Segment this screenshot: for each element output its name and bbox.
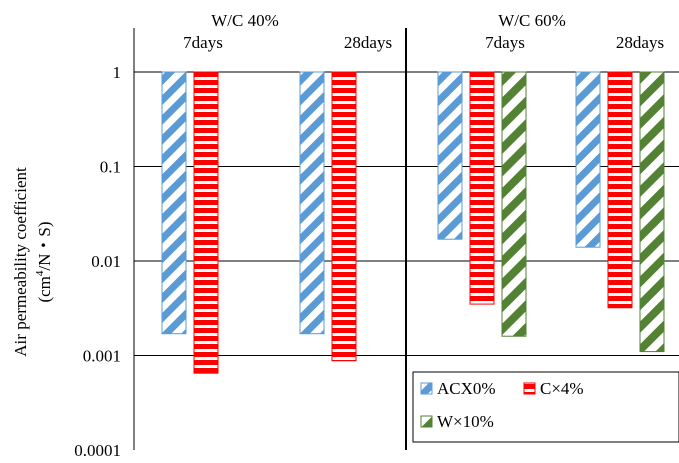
y-tick-label: 1 <box>113 63 122 82</box>
legend-swatch-acx0 <box>420 382 433 395</box>
legend-label-w10: W×10% <box>437 412 494 431</box>
bar <box>299 71 325 335</box>
legend-box <box>412 371 679 443</box>
bar <box>501 71 527 337</box>
bar <box>607 71 633 309</box>
y-axis-unit-prefix: (cm <box>35 276 54 302</box>
y-axis-unit-suffix: /N・S) <box>35 221 54 270</box>
group-headers: W/C 40% 7days 28days W/C 60% 7days 28days <box>183 11 664 52</box>
y-tick-label: 0.001 <box>83 347 121 366</box>
legend: ACX0% C×4% W×10% <box>412 371 679 443</box>
bar <box>575 71 601 248</box>
y-tick-labels: 1 0.1 0.01 0.001 0.0001 <box>74 63 121 460</box>
y-axis-unit: (cm4/N・S) <box>34 221 54 302</box>
bar <box>161 71 187 335</box>
y-tick-label: 0.1 <box>100 158 121 177</box>
subgroup-label: 28days <box>616 33 664 52</box>
bar <box>437 71 463 240</box>
legend-swatch-c4 <box>523 382 536 395</box>
y-tick-label: 0.01 <box>91 252 121 271</box>
bar <box>469 71 495 305</box>
subgroup-label: 7days <box>485 33 525 52</box>
y-axis-label-line1: Air permeability coefficient <box>11 167 30 357</box>
group-label: W/C 60% <box>498 11 566 30</box>
y-axis-label: Air permeability coefficient <box>11 167 30 357</box>
legend-item-w10: W×10% <box>420 412 494 431</box>
y-axis-unit-sup: 4 <box>34 270 46 276</box>
bar <box>331 71 357 362</box>
legend-item-c4: C×4% <box>523 379 584 398</box>
bar <box>639 71 665 353</box>
legend-label-c4: C×4% <box>540 379 584 398</box>
legend-item-acx0: ACX0% <box>420 379 496 398</box>
y-tick-label: 0.0001 <box>74 441 121 460</box>
legend-swatch-w10 <box>420 415 433 428</box>
group-label: W/C 40% <box>211 11 279 30</box>
legend-label-acx0: ACX0% <box>437 379 496 398</box>
bar <box>193 71 219 374</box>
bars <box>161 71 665 374</box>
subgroup-label: 7days <box>183 33 223 52</box>
subgroup-label: 28days <box>344 33 392 52</box>
